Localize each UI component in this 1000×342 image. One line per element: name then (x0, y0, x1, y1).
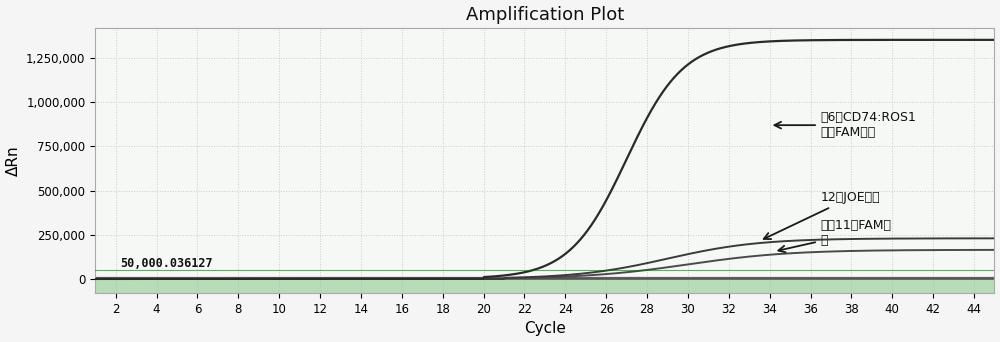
Y-axis label: ΔRn: ΔRn (6, 145, 21, 176)
X-axis label: Cycle: Cycle (524, 321, 566, 337)
Text: 第6孔CD74:ROS1
融合FAM信号: 第6孔CD74:ROS1 融合FAM信号 (774, 111, 917, 139)
Text: 50,000.036127: 50,000.036127 (120, 257, 212, 270)
Text: 其他11种FAM信
号: 其他11种FAM信 号 (778, 219, 892, 252)
Text: 12种JOE信号: 12种JOE信号 (764, 191, 880, 239)
Title: Amplification Plot: Amplification Plot (466, 5, 624, 24)
Bar (95, 279, 994, 293)
